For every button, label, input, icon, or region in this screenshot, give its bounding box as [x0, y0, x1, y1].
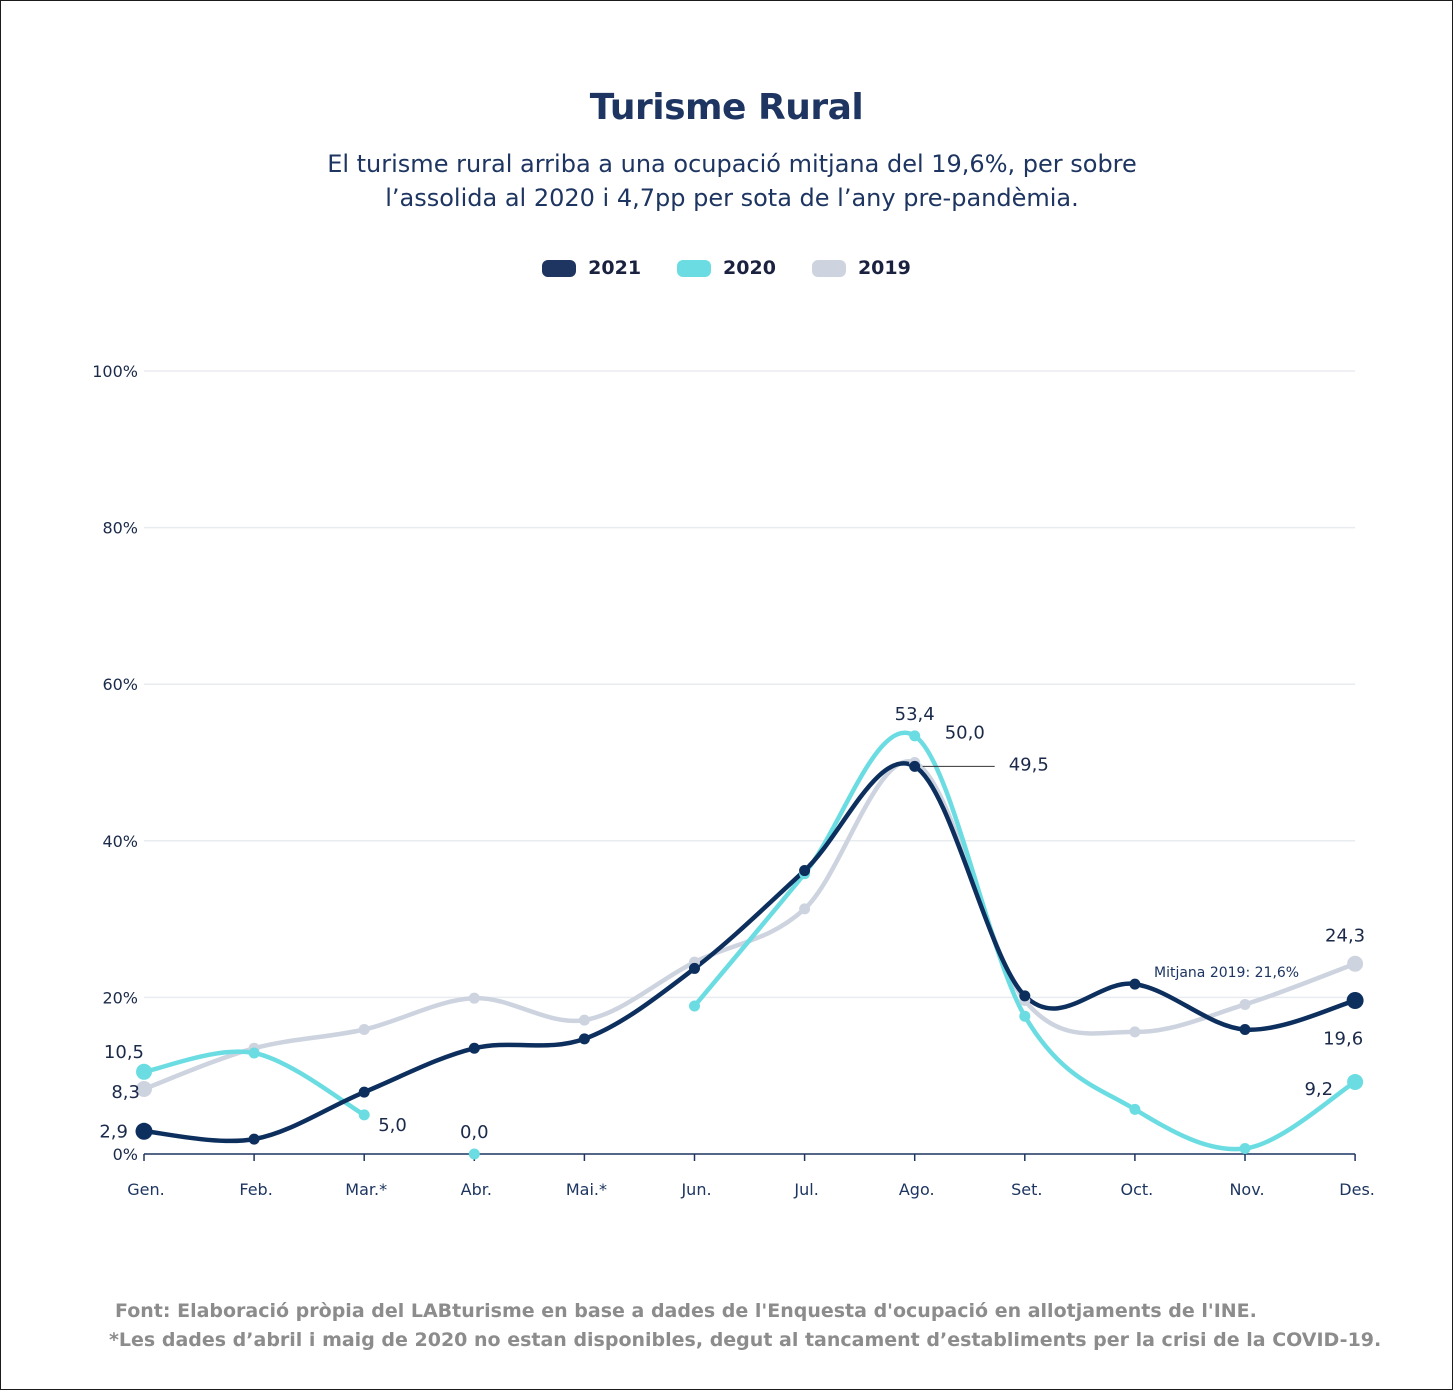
legend-swatch-2019	[811, 259, 846, 277]
data-label-2020: 53,4	[895, 704, 935, 725]
data-point-2020	[689, 1000, 700, 1012]
chart-footer: Font: Elaboració pròpia del LABturisme e…	[109, 1297, 1429, 1355]
chart-subtitle: El turisme rural arriba a una ocupació m…	[277, 147, 1187, 215]
series-line-2019	[141, 759, 1358, 1092]
x-tick-label: Mai.*	[566, 1180, 607, 1199]
data-label-2019: 50,0	[945, 723, 985, 744]
legend-label-2021: 2021	[588, 257, 642, 279]
data-point-2020	[136, 1063, 152, 1080]
legend-item-2021: 2021	[542, 257, 641, 279]
data-point-2021	[689, 962, 700, 974]
chart-title: Turisme Rural	[589, 87, 864, 128]
data-point-2020	[358, 1109, 370, 1121]
data-point-2020	[909, 730, 921, 742]
x-axis: Gen. Feb. Mar.* Abr. Mai.* Jun. Jul. Ago. Set. Oc…	[127, 1153, 1375, 1199]
data-point-2019	[1129, 1026, 1141, 1038]
y-tick-label: 100%	[92, 362, 138, 381]
y-tick-label: 20%	[102, 988, 138, 1007]
data-point-2019	[1347, 955, 1364, 972]
data-point-2019	[1239, 998, 1251, 1010]
data-point-2020	[1019, 1010, 1031, 1022]
data-label-2020: 10,5	[104, 1042, 144, 1063]
data-point-2019	[136, 1081, 152, 1098]
data-label-2020: 0,0	[460, 1122, 489, 1143]
covid-note: *Les dades d’abril i maig de 2020 no est…	[109, 1329, 1382, 1351]
x-tick-label: Gen.	[127, 1180, 164, 1199]
data-point-2020	[468, 1148, 480, 1160]
y-tick-label: 40%	[102, 832, 138, 851]
subtitle-line-2: l’assolida al 2020 i 4,7pp per sota de l…	[385, 184, 1079, 212]
average-annotation: Mitjana 2019: 21,6%	[1154, 965, 1299, 981]
data-label-2021: 49,5	[1009, 754, 1049, 775]
legend-swatch-2021	[542, 259, 577, 277]
chart-legend: 2021 2020 2019	[1, 257, 1452, 279]
data-point-2021	[799, 865, 811, 877]
data-point-2019	[799, 903, 811, 915]
legend-swatch-2020	[677, 259, 712, 277]
y-axis: 0% 20% 40% 60% 80% 100%	[92, 362, 138, 1164]
line-chart: 0% 20% 40% 60% 80% 100% Gen. Feb. Mar.* Abr. Mai.…	[92, 362, 1375, 1199]
legend-item-2020: 2020	[677, 257, 776, 279]
data-point-2020	[1129, 1103, 1141, 1115]
x-tick-label: Nov.	[1229, 1180, 1264, 1199]
x-tick-label: Set.	[1011, 1180, 1042, 1199]
y-tick-label: 60%	[102, 675, 138, 694]
x-tick-label: Jun.	[680, 1180, 711, 1199]
source-note: Font: Elaboració pròpia del LABturisme e…	[115, 1300, 1257, 1322]
data-label-2020: 9,2	[1304, 1079, 1333, 1100]
y-tick-label: 80%	[102, 519, 138, 538]
x-tick-label: Jul.	[793, 1180, 818, 1199]
data-label-2021: 19,6	[1323, 1029, 1363, 1050]
data-label-2019: 24,3	[1325, 926, 1365, 947]
data-point-2021	[1239, 1024, 1251, 1036]
data-point-2021	[1346, 992, 1364, 1010]
x-tick-label: Oct.	[1121, 1180, 1154, 1199]
legend-label-2020: 2020	[723, 257, 776, 279]
x-tick-label: Ago.	[899, 1180, 935, 1199]
x-tick-label: Mar.*	[345, 1180, 387, 1199]
data-labels: 8,3 50,0 24,3 10,5 5,0 0,0 53,4 9,2 2,9 49,5 19,6 M…	[99, 704, 1365, 1143]
legend-item-2019: 2019	[811, 257, 911, 279]
data-point-2021	[578, 1033, 590, 1045]
series-points	[135, 730, 1364, 1160]
data-point-2021	[1019, 990, 1031, 1002]
x-tick-label: Feb.	[239, 1180, 272, 1199]
data-point-2020	[248, 1047, 260, 1059]
x-tick-label: Des.	[1339, 1180, 1375, 1199]
data-label-2021: 2,9	[99, 1121, 128, 1142]
series-line-2021	[141, 761, 1358, 1144]
data-point-2021	[135, 1122, 153, 1140]
series-line-2020	[692, 730, 1358, 1152]
data-point-2021	[1129, 978, 1141, 990]
data-point-2020	[1239, 1143, 1251, 1155]
data-label-2020: 5,0	[378, 1115, 407, 1136]
data-point-2021	[909, 760, 921, 772]
series-lines	[141, 730, 1358, 1152]
legend-label-2019: 2019	[857, 257, 911, 279]
data-point-2021	[468, 1042, 480, 1054]
data-point-2019	[578, 1014, 590, 1026]
gridlines	[144, 370, 1356, 999]
data-point-2021	[248, 1133, 260, 1145]
data-point-2019	[358, 1024, 370, 1036]
data-point-2021	[358, 1086, 370, 1098]
subtitle-line-1: El turisme rural arriba a una ocupació m…	[327, 150, 1137, 178]
data-point-2019	[468, 992, 480, 1004]
data-label-2019: 8,3	[111, 1082, 140, 1103]
y-tick-label: 0%	[113, 1145, 138, 1164]
data-point-2020	[1347, 1073, 1364, 1090]
x-tick-label: Abr.	[461, 1180, 492, 1199]
